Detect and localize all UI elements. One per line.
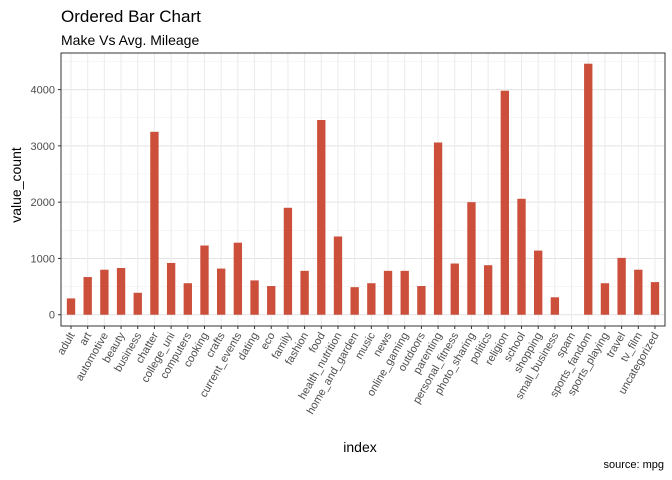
- bar-music: [367, 283, 376, 315]
- x-tick-label: adult: [55, 331, 77, 358]
- bar-eco: [267, 286, 276, 315]
- y-axis-ticks: 0 1000 2000 3000 4000: [31, 85, 61, 322]
- chart-subtitle: Make Vs Avg. Mileage: [61, 32, 200, 48]
- y-tick-label: 3000: [31, 141, 55, 153]
- x-tick-label: art: [77, 331, 94, 348]
- bar-photo_sharing: [467, 202, 476, 315]
- bar-personal_fitness: [450, 263, 459, 315]
- bar-outdoors: [417, 286, 426, 315]
- bar-tv_film: [634, 269, 643, 315]
- bar-small_business: [550, 297, 560, 315]
- bar-politics: [483, 265, 493, 315]
- bar-school: [517, 198, 526, 315]
- bar-family: [283, 207, 293, 315]
- bar-sports_playing: [600, 283, 610, 315]
- bar-crafts: [217, 268, 226, 315]
- bar-chatter: [150, 131, 159, 315]
- bar-health_nutrition: [333, 236, 343, 315]
- bar-uncategorized: [650, 282, 660, 315]
- bar-cooking: [200, 245, 209, 315]
- bar-adult: [66, 298, 76, 315]
- bars: [66, 63, 660, 315]
- bar-shopping: [534, 250, 543, 315]
- bar-religion: [500, 90, 509, 315]
- x-axis-title: index: [343, 439, 376, 455]
- bar-news: [383, 270, 393, 315]
- bar-current_events: [233, 242, 243, 315]
- bar-beauty: [116, 268, 126, 315]
- bar-sports_fandom: [584, 63, 593, 315]
- bar-college_uni: [166, 262, 176, 315]
- y-tick-label: 4000: [31, 85, 55, 97]
- chart-caption: source: mpg: [603, 459, 664, 471]
- y-tick-label: 1000: [31, 253, 55, 265]
- bar-automotive: [100, 269, 109, 315]
- y-tick-label: 0: [49, 310, 55, 322]
- bar-art: [83, 277, 92, 315]
- bar-food: [317, 119, 326, 315]
- x-axis-ticks: adult artautomotivebeautybusinesschatterc…: [55, 326, 662, 416]
- y-tick-label: 2000: [31, 197, 55, 209]
- bar-business: [133, 292, 142, 315]
- panel-border: [60, 52, 666, 327]
- bar-fashion: [300, 270, 309, 315]
- bar-home_and_garden: [350, 287, 359, 315]
- bar-computers: [183, 283, 192, 315]
- bar-travel: [617, 257, 626, 315]
- chart-title: Ordered Bar Chart: [61, 7, 201, 26]
- bar-parenting: [433, 142, 443, 315]
- bar-dating: [250, 280, 259, 315]
- grid-lines: [61, 53, 665, 326]
- bar-online_gaming: [400, 270, 409, 315]
- y-axis-title: value_count: [8, 147, 24, 223]
